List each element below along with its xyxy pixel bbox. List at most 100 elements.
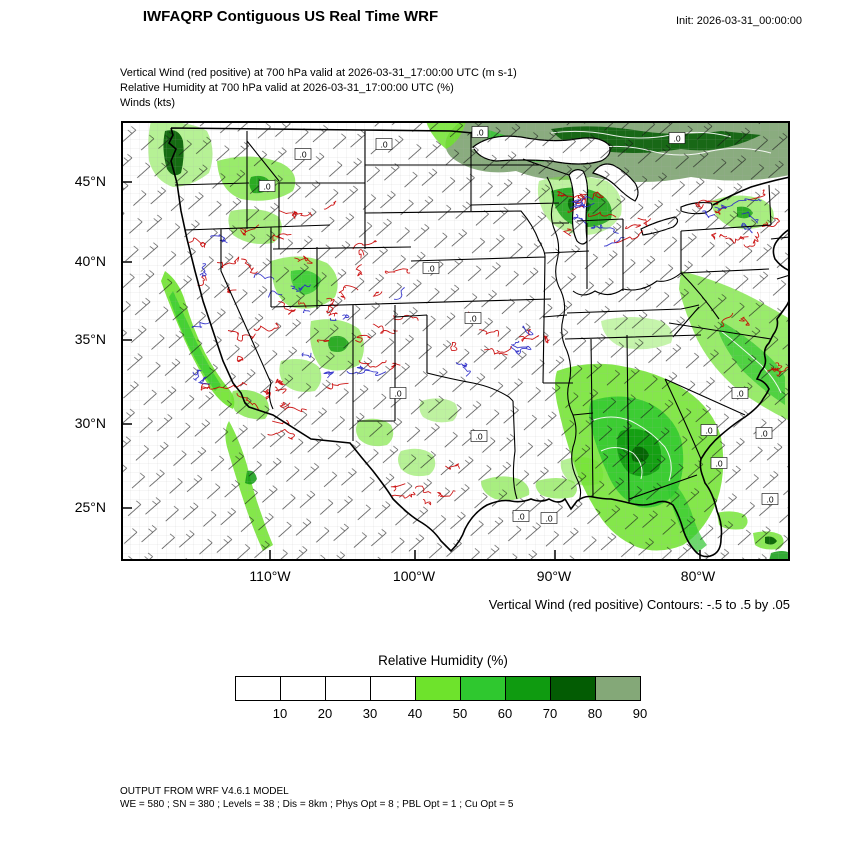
map-graphic-shape: .0	[299, 150, 306, 160]
legend-title: Relative Humidity (%)	[378, 653, 508, 668]
downdraft-contour	[702, 210, 715, 219]
updraft-contour	[326, 382, 349, 390]
relative-humidity-subtitle: Relative Humidity at 700 hPa valid at 20…	[120, 82, 454, 94]
updraft-contour	[236, 355, 244, 363]
legend-tick-label: 60	[497, 706, 513, 721]
downdraft-contour	[510, 345, 532, 355]
zero-contour-label: .0	[755, 427, 773, 439]
map-graphic-shape	[464, 312, 482, 324]
zero-contour-label: .0	[464, 312, 482, 324]
updraft-contour	[263, 389, 271, 400]
map-graphic-shape	[512, 510, 530, 522]
updraft-contour	[267, 428, 295, 440]
updraft-contour	[372, 291, 383, 297]
map-graphic-shape	[761, 493, 779, 505]
updraft-contour	[278, 210, 299, 216]
map-graphic-shape: .0	[705, 426, 712, 436]
updraft-contour	[217, 256, 240, 269]
map-graphic-shape	[471, 126, 489, 138]
downdraft-contour	[590, 223, 619, 234]
model-config-line: WE = 580 ; SN = 380 ; Levels = 38 ; Dis …	[120, 798, 514, 810]
map-graphic-shape	[755, 427, 773, 439]
downdraft-contour	[191, 321, 210, 329]
map-graphic-shape: .0	[760, 429, 767, 439]
downdraft-contour	[603, 236, 625, 247]
map-graphic-shape	[294, 148, 312, 160]
updraft-contour	[450, 342, 458, 352]
map-graphic-shape: .0	[469, 314, 476, 324]
legend-box-40: 40	[370, 676, 422, 721]
map-graphic-shape	[375, 138, 393, 150]
updraft-contour	[573, 193, 587, 205]
downdraft-contour	[290, 284, 311, 292]
updraft-contour	[743, 231, 760, 248]
axis-ticks	[123, 181, 701, 559]
updraft-contour	[298, 300, 307, 309]
map-graphic-shape: .0	[673, 134, 680, 144]
legend-box-10: 10	[235, 676, 287, 721]
updraft-contour	[738, 316, 750, 326]
map-graphic-shape: .0	[427, 264, 434, 274]
updraft-contour	[445, 463, 460, 470]
downdraft-contour	[580, 196, 594, 209]
updraft-contour	[390, 483, 406, 492]
lon-tick-label-90w: 90°W	[536, 568, 572, 584]
downdraft-contour	[714, 204, 727, 211]
updraft-contour	[284, 406, 307, 413]
updraft-contour	[557, 191, 586, 205]
downdraft-contour	[455, 362, 468, 368]
downdraft-contour	[192, 369, 202, 381]
updraft-contour	[562, 228, 572, 237]
updraft-contour	[188, 237, 206, 248]
zero-contour-label: .0	[422, 262, 440, 274]
updraft-contour	[275, 378, 285, 386]
zero-contour-label: .0	[512, 510, 530, 522]
legend-box-30: 30	[325, 676, 377, 721]
winds-subtitle: Winds (kts)	[120, 97, 175, 109]
page-title: IWFAQRP Contiguous US Real Time WRF	[142, 8, 439, 25]
updraft-contour	[240, 228, 247, 236]
legend-tick-label: 40	[407, 706, 423, 721]
updraft-contour	[323, 200, 337, 210]
updraft-contour	[543, 334, 550, 344]
updraft-contour	[484, 348, 508, 356]
legend-box-80: 80	[550, 676, 602, 721]
updraft-contour	[316, 339, 330, 343]
updraft-contour	[719, 234, 728, 238]
map-borders	[168, 127, 789, 558]
map-graphic-shape: .0	[394, 389, 401, 399]
updraft-contour	[748, 189, 766, 201]
map-graphic-shape: .0	[517, 512, 524, 522]
lon-tick-label-100w: 100°W	[392, 568, 436, 584]
map-graphic-shape	[668, 132, 686, 144]
lat-tick-label-25n: 25°N	[74, 499, 106, 515]
lat-tick-label-30n: 30°N	[74, 415, 106, 431]
updraft-contour	[352, 240, 377, 250]
legend-box-20: 20	[280, 676, 332, 721]
map-graphic-shape	[470, 430, 488, 442]
downdraft-contour	[573, 213, 587, 225]
updraft-contour	[437, 490, 456, 497]
downdraft-contour	[741, 211, 759, 224]
updraft-contour	[725, 235, 749, 244]
updraft-contour	[278, 301, 296, 315]
downdraft-contour	[199, 263, 207, 277]
legend-tick-label: 50	[452, 706, 468, 721]
zero-contour-label: .0	[540, 512, 558, 524]
updraft-contour	[241, 258, 258, 274]
updraft-contour	[422, 499, 432, 506]
lon-tick-label-110w: 110°W	[249, 568, 291, 584]
legend-box-50: 50	[415, 676, 467, 721]
conus-map: .0 .0 .0 .0 .0 .0 .0 .0 .0 .0 .0 .0 .0 .0 .0 .0	[121, 121, 790, 561]
updraft-contour	[200, 383, 210, 390]
downdraft-contour	[346, 369, 387, 376]
updraft-contour	[776, 366, 789, 377]
map-area: .0 .0 .0 .0 .0 .0 .0 .0 .0 .0 .0 .0 .0 .0 .0 .0	[121, 121, 790, 561]
us-coastline	[168, 127, 789, 558]
updraft-contour	[338, 285, 359, 300]
map-graphic-shape: .0	[736, 389, 743, 399]
map-graphic-shape	[389, 387, 407, 399]
downdraft-contour	[329, 317, 337, 322]
downdraft-contour	[323, 371, 335, 379]
zero-contour-label: .0	[731, 387, 749, 399]
